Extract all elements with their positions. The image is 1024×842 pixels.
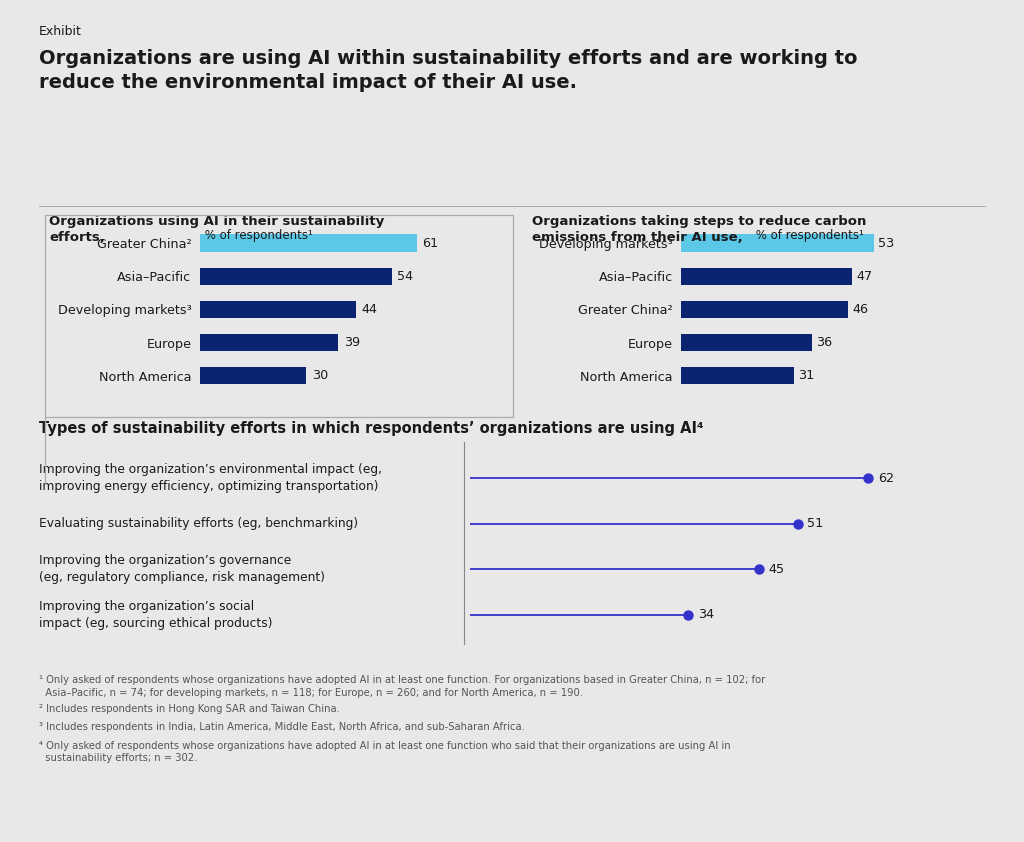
Text: % of respondents¹: % of respondents¹ [752,229,863,242]
Bar [681,367,794,385]
Bar [200,268,392,285]
Text: Improving the organization’s governance
(eg, regulatory compliance, risk managem: Improving the organization’s governance … [39,554,325,584]
Bar [681,234,873,252]
Bar [681,301,848,318]
Text: 31: 31 [798,370,814,382]
Text: Types of sustainability efforts in which respondents’ organizations are using AI: Types of sustainability efforts in which… [39,421,703,436]
Bar [200,301,356,318]
Bar [200,234,417,252]
Bar [681,268,852,285]
Text: 54: 54 [397,269,414,283]
Text: 53: 53 [879,237,894,249]
Text: % of respondents¹: % of respondents¹ [201,229,312,242]
Text: 30: 30 [311,370,328,382]
Text: Evaluating sustainability efforts (eg, benchmarking): Evaluating sustainability efforts (eg, b… [39,517,358,530]
Text: 47: 47 [856,269,872,283]
Bar [200,334,339,351]
Text: 36: 36 [816,336,833,349]
Text: 51: 51 [807,517,823,530]
Text: Improving the organization’s social
impact (eg, sourcing ethical products): Improving the organization’s social impa… [39,600,272,630]
Text: 46: 46 [853,303,868,316]
Bar [200,367,306,385]
Text: Improving the organization’s environmental impact (eg,
improving energy efficien: Improving the organization’s environment… [39,463,382,493]
Text: 45: 45 [769,562,784,576]
Text: ⁴ Only asked of respondents whose organizations have adopted AI in at least one : ⁴ Only asked of respondents whose organi… [39,741,730,764]
Text: 61: 61 [422,237,438,249]
Text: 34: 34 [698,608,714,621]
Text: Organizations using AI in their sustainability
efforts,: Organizations using AI in their sustaina… [49,215,384,244]
Text: Organizations are using AI within sustainability efforts and are working to
redu: Organizations are using AI within sustai… [39,49,857,92]
Text: 39: 39 [344,336,360,349]
Text: ³ Includes respondents in India, Latin America, Middle East, North Africa, and s: ³ Includes respondents in India, Latin A… [39,722,524,733]
Text: Organizations taking steps to reduce carbon
emissions from their AI use,: Organizations taking steps to reduce car… [532,215,867,244]
Text: Exhibit: Exhibit [39,25,82,38]
Text: ² Includes respondents in Hong Kong SAR and Taiwan China.: ² Includes respondents in Hong Kong SAR … [39,704,340,714]
Text: 44: 44 [361,303,378,316]
Text: ¹ Only asked of respondents whose organizations have adopted AI in at least one : ¹ Only asked of respondents whose organi… [39,675,765,698]
Bar [681,334,812,351]
Text: 62: 62 [878,472,894,485]
